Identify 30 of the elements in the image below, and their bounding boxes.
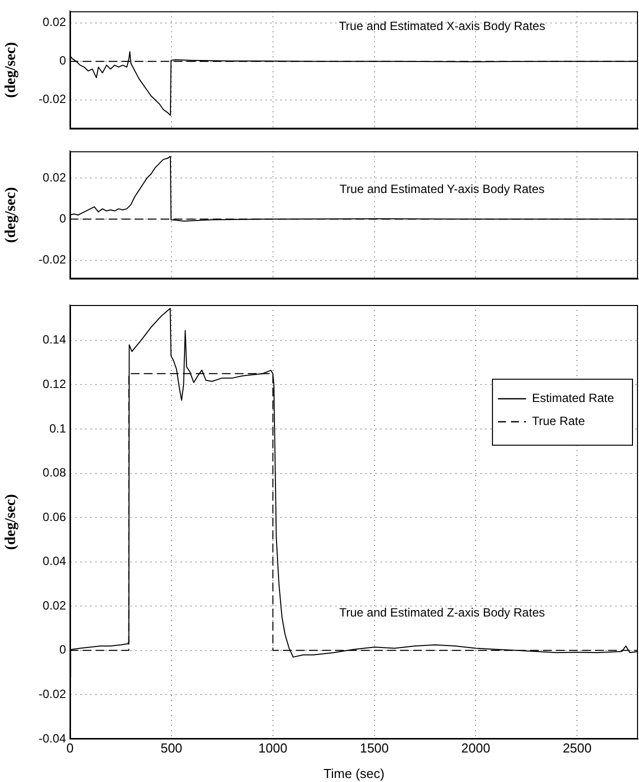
x-tick-label: 500 bbox=[160, 740, 182, 756]
legend-label: True Rate bbox=[532, 414, 586, 428]
y-tick-label: 0.02 bbox=[42, 598, 66, 612]
y-axis-title: (deg/sec) bbox=[2, 42, 19, 98]
y-tick-label: -0.04 bbox=[38, 731, 66, 746]
y-tick-label: 0 bbox=[59, 642, 66, 657]
text: True and Estimated Z-axis Body Rates bbox=[339, 605, 545, 620]
y-tick-label: -0.02 bbox=[38, 687, 66, 702]
y-tick-label: 0 bbox=[59, 54, 66, 68]
y-tick-label: 0.08 bbox=[42, 466, 66, 480]
y-tick-label: 0.04 bbox=[42, 554, 66, 568]
y-tick-label: 0.06 bbox=[42, 510, 66, 524]
legend-label: Estimated Rate bbox=[532, 391, 614, 406]
y-axis-title: (deg/sec) bbox=[2, 494, 19, 550]
y-axis-title: (deg/sec) bbox=[2, 187, 19, 243]
x-tick-label: 2000 bbox=[461, 740, 490, 756]
text: True and Estimated X-axis Body Rates bbox=[338, 18, 546, 33]
y-tick-label: 0 bbox=[59, 211, 66, 226]
x-axis-title: Time (sec) bbox=[324, 766, 384, 781]
x-tick-label: 1000 bbox=[258, 740, 288, 756]
x-tick-label: 2500 bbox=[562, 740, 592, 756]
text: True and Estimated Y-axis Body Rates bbox=[340, 182, 545, 196]
y-tick-label: -0.02 bbox=[38, 92, 66, 106]
y-tick-label: 0.1 bbox=[49, 421, 66, 436]
x-tick-label: 1500 bbox=[360, 740, 389, 756]
y-tick-label: 0.02 bbox=[42, 170, 66, 184]
y-tick-label: -0.02 bbox=[38, 252, 66, 267]
y-tick-label: 0.02 bbox=[42, 15, 66, 30]
y-tick-label: 0.14 bbox=[42, 332, 66, 347]
y-tick-label: 0.12 bbox=[42, 377, 66, 392]
